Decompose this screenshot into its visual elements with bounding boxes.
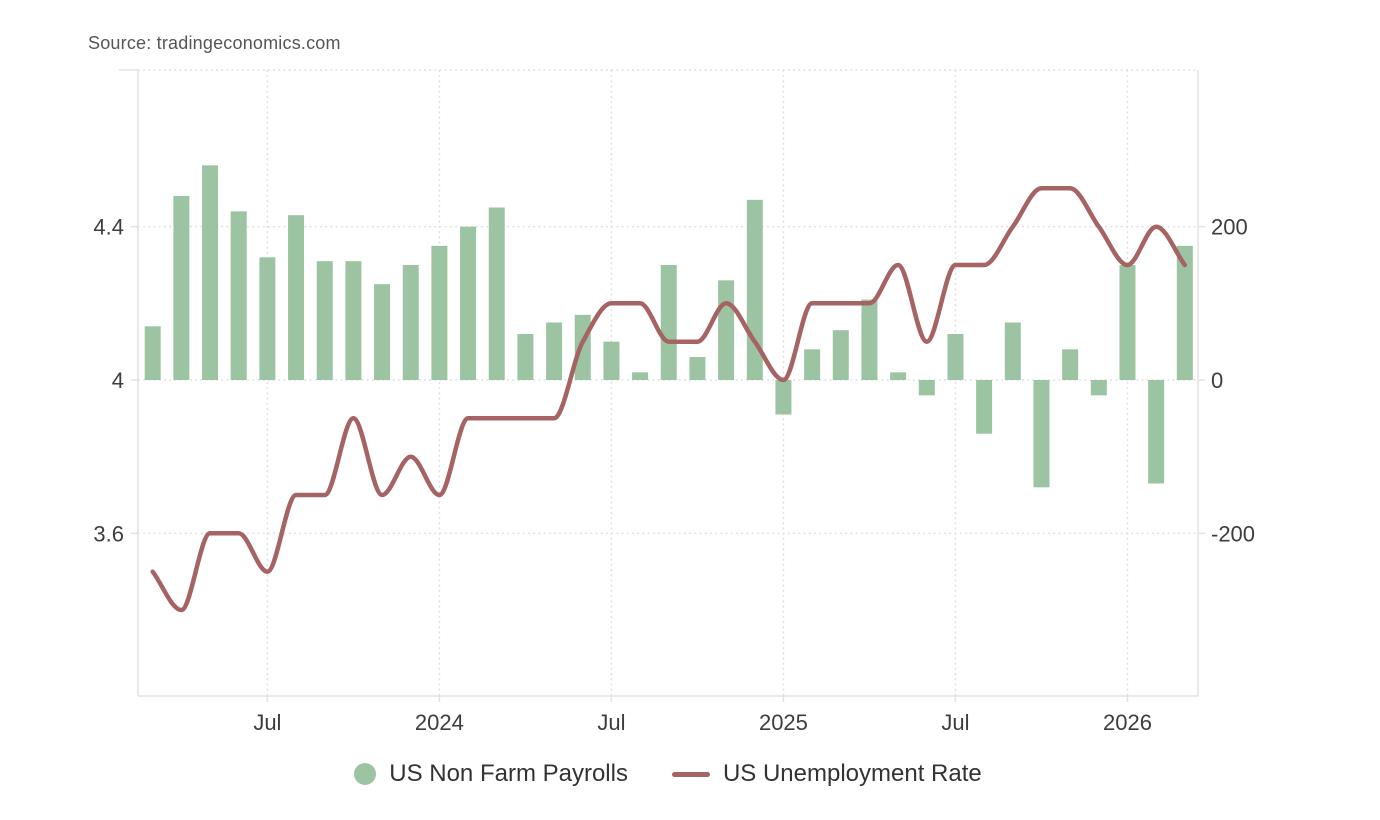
payrolls-bar[interactable] — [1148, 380, 1165, 484]
payrolls-bar[interactable] — [632, 372, 649, 380]
unemployment-series-line-icon — [671, 771, 710, 777]
payrolls-bar[interactable] — [574, 314, 591, 380]
payrolls-bar[interactable] — [288, 215, 305, 380]
payrolls-bar[interactable] — [804, 349, 821, 380]
legend-label-unemployment-rate: US Unemployment Rate — [722, 760, 982, 787]
payrolls-bar[interactable] — [1176, 245, 1193, 380]
payrolls-bar[interactable] — [230, 211, 247, 380]
payrolls-bar[interactable] — [861, 299, 878, 380]
payrolls-bar[interactable] — [402, 265, 419, 380]
payrolls-bar[interactable] — [1062, 349, 1079, 380]
payrolls-bar[interactable] — [460, 226, 477, 380]
payrolls-bar[interactable] — [517, 334, 534, 380]
x-axis-tick-label: 2026 — [1103, 710, 1152, 735]
payrolls-bar[interactable] — [345, 261, 362, 380]
payrolls-bar[interactable] — [1004, 322, 1021, 380]
x-axis-tick-label: Jul — [253, 710, 281, 735]
payrolls-bar[interactable] — [775, 380, 792, 415]
payrolls-bar[interactable] — [1090, 380, 1107, 396]
source-attribution-text: Source: tradingeconomics.com — [88, 33, 341, 53]
payrolls-bar[interactable] — [603, 341, 620, 380]
y-axis-right-tick-label: 200 — [1211, 215, 1248, 240]
payrolls-bar[interactable] — [173, 196, 190, 380]
y-axis-left-tick-label: 3.6 — [93, 521, 124, 546]
chart-legend: US Non Farm Payrolls US Unemployment Rat… — [138, 751, 1198, 797]
legend-item-nonfarm-payrolls[interactable]: US Non Farm Payrolls — [354, 760, 628, 788]
payrolls-bar[interactable] — [488, 207, 505, 380]
payrolls-bar[interactable] — [890, 372, 907, 380]
payrolls-bar[interactable] — [660, 265, 677, 380]
payrolls-bar[interactable] — [431, 245, 448, 380]
legend-item-unemployment-rate[interactable]: US Unemployment Rate — [671, 760, 982, 788]
payrolls-bar[interactable] — [259, 257, 276, 380]
x-axis-tick-label: 2024 — [415, 710, 464, 735]
payrolls-bar[interactable] — [832, 330, 849, 380]
payrolls-bar[interactable] — [947, 334, 964, 380]
payrolls-bar[interactable] — [374, 284, 391, 380]
y-axis-right-tick-label: 0 — [1211, 368, 1223, 393]
payrolls-bar[interactable] — [689, 357, 706, 380]
payrolls-bar[interactable] — [976, 380, 993, 434]
y-axis-left-tick-label: 4.4 — [93, 215, 124, 240]
unemployment-line[interactable] — [150, 186, 1188, 613]
y-axis-left-tick-label: 4 — [112, 368, 124, 393]
y-axis-right-tick-label: -200 — [1211, 521, 1255, 546]
payrolls-bar[interactable] — [918, 380, 935, 396]
payrolls-bar[interactable] — [316, 261, 333, 380]
x-axis-tick-label: 2025 — [759, 710, 808, 735]
x-axis-tick-label: Jul — [597, 710, 625, 735]
payrolls-bar[interactable] — [144, 326, 161, 380]
payrolls-series-dot-icon — [354, 763, 377, 785]
x-axis-tick-label: Jul — [941, 710, 969, 735]
payrolls-bar[interactable] — [1033, 380, 1050, 488]
payrolls-bar[interactable] — [718, 280, 735, 380]
payrolls-bar[interactable] — [546, 322, 563, 380]
payrolls-bar[interactable] — [202, 165, 219, 380]
legend-label-nonfarm-payrolls: US Non Farm Payrolls — [389, 760, 628, 787]
payrolls-bar[interactable] — [1119, 265, 1136, 380]
